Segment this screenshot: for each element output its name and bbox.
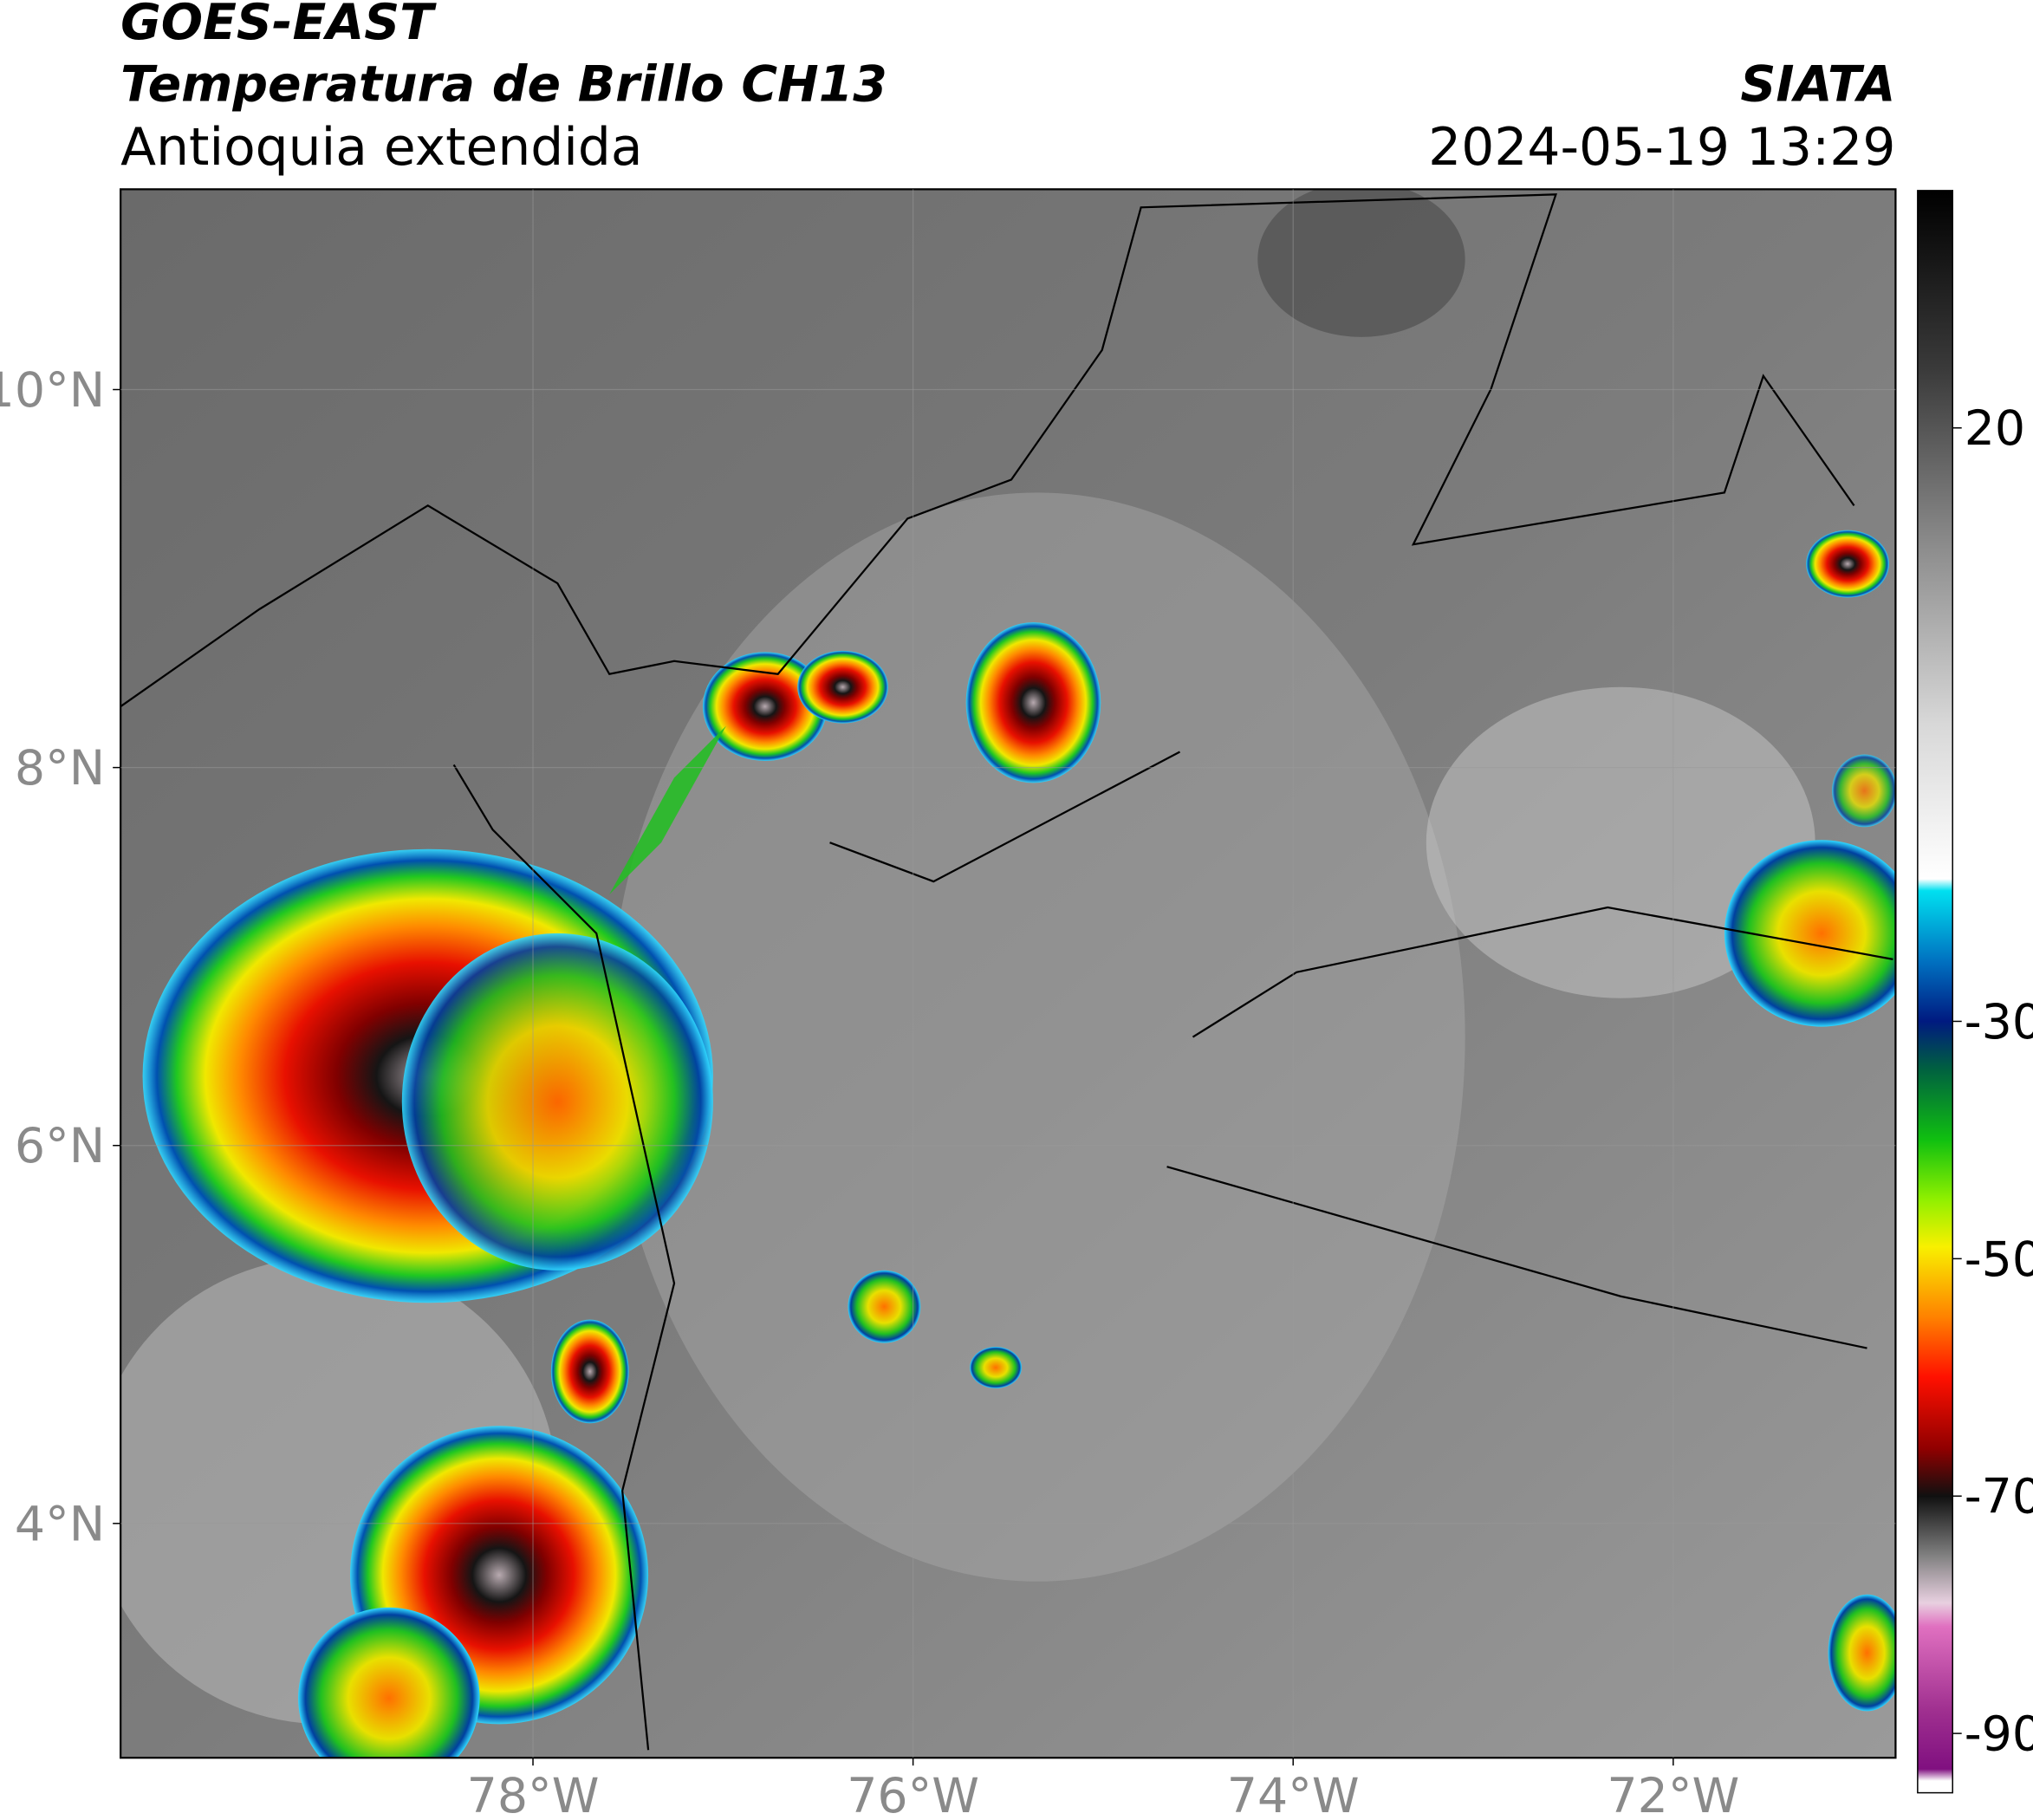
colorbar-tick-label: -50: [1965, 1232, 2033, 1288]
colorbar-tick-label: -90: [1965, 1707, 2033, 1763]
y-tick-label: 6°N: [15, 1119, 105, 1174]
colorbar-tick-label: -30: [1965, 995, 2033, 1050]
x-tick-label: 78°W: [467, 1769, 600, 1820]
y-tick-label: 4°N: [15, 1497, 105, 1552]
x-tick-label: 72°W: [1607, 1769, 1739, 1820]
source: SIATA: [1740, 56, 1895, 114]
title: GOES-EAST: [120, 0, 437, 51]
colorbar-tick-label: -70: [1965, 1470, 2033, 1525]
imagery: [120, 189, 1896, 1758]
subtitle: Temperatura de Brillo CH13: [120, 56, 887, 114]
datetime: 2024-05-19 13:29: [1428, 117, 1895, 178]
region: Antioquia extendida: [120, 117, 642, 178]
map-frame: [120, 188, 1897, 1759]
x-tick-label: 76°W: [847, 1769, 979, 1820]
colorbar: [1917, 190, 1953, 1794]
y-tick-label: 8°N: [15, 741, 105, 796]
y-tick-label: 10°N: [0, 363, 105, 419]
x-tick-label: 74°W: [1227, 1769, 1360, 1820]
colorbar-tick-label: 20: [1965, 401, 2025, 457]
